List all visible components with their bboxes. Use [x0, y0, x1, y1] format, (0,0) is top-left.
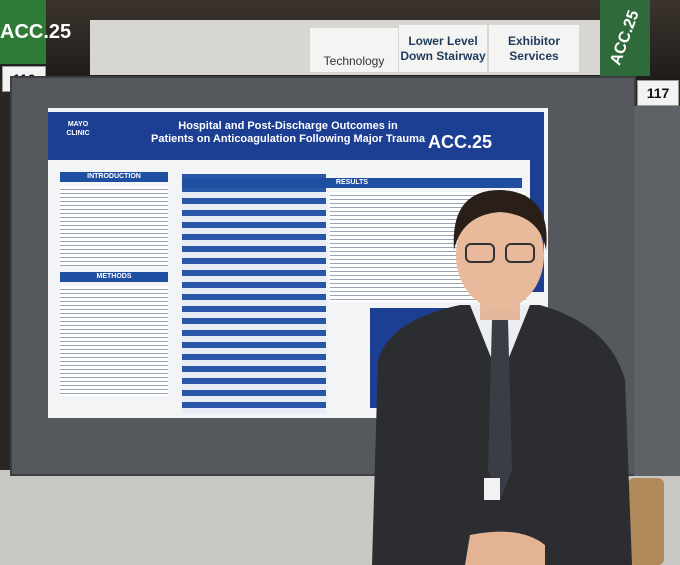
glasses — [505, 243, 535, 263]
section-header: METHODS — [60, 272, 168, 282]
right-sign: ACC.25 — [600, 0, 650, 76]
sign-text: Exhibitor — [507, 33, 560, 48]
technology-sign: Technology — [310, 28, 398, 72]
title-line: Patients on Anticoagulation Following Ma… — [151, 133, 425, 145]
hands — [465, 531, 545, 565]
logo: MAYO CLINIC — [58, 120, 98, 138]
section-header: RESULTS — [182, 178, 522, 188]
badge — [484, 478, 500, 500]
sign-text: Services — [509, 48, 559, 63]
booth-number: 117 — [637, 80, 679, 106]
section-header: INTRODUCTION — [60, 172, 168, 182]
hair — [453, 190, 547, 250]
sign-text: Down Stairway — [400, 48, 486, 63]
exhibitor-sign: Exhibitor Services — [489, 25, 579, 72]
tube — [628, 478, 664, 565]
logo-text: MAYO — [67, 121, 89, 128]
glasses — [465, 243, 495, 263]
logo-text: CLINIC — [66, 130, 90, 137]
poster-title: Hospital and Post-Discharge Outcomes in P… — [138, 120, 438, 146]
sign-text: Technology — [323, 54, 385, 68]
data-tables — [182, 174, 326, 414]
sign-text: Lower Level — [408, 33, 478, 48]
poster-badge: ACC.25 — [428, 132, 493, 152]
text-block — [60, 286, 168, 396]
face — [456, 201, 544, 309]
text-block — [60, 186, 168, 266]
poster-header — [48, 112, 530, 160]
stairway-sign: Lower Level Down Stairway — [399, 25, 487, 72]
title-line: Hospital and Post-Discharge Outcomes in — [178, 120, 398, 132]
poster-board — [634, 106, 680, 476]
tie — [488, 320, 512, 500]
